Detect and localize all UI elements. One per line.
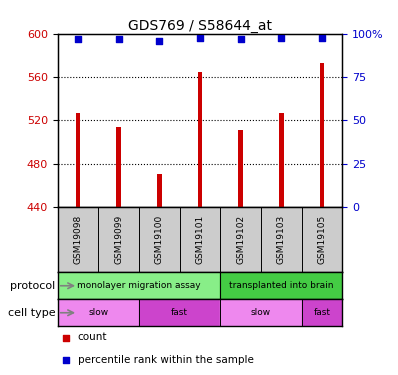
Point bbox=[238, 36, 244, 42]
Bar bbox=[116, 127, 121, 207]
Text: count: count bbox=[78, 333, 107, 342]
Text: GSM19102: GSM19102 bbox=[236, 215, 245, 264]
Bar bbox=[58, 272, 220, 299]
Text: GSM19099: GSM19099 bbox=[114, 215, 123, 264]
Point bbox=[156, 38, 162, 44]
Text: slow: slow bbox=[251, 308, 271, 317]
Text: fast: fast bbox=[171, 308, 188, 317]
Point bbox=[63, 334, 69, 340]
Bar bbox=[220, 299, 302, 326]
Title: GDS769 / S58644_at: GDS769 / S58644_at bbox=[128, 19, 272, 33]
Point bbox=[197, 34, 203, 40]
Text: slow: slow bbox=[88, 308, 108, 317]
Bar bbox=[76, 113, 80, 207]
Point bbox=[63, 357, 69, 363]
Point bbox=[115, 36, 122, 42]
Text: monolayer migration assay: monolayer migration assay bbox=[77, 281, 201, 290]
Bar bbox=[197, 72, 203, 207]
Text: cell type: cell type bbox=[8, 308, 56, 318]
Text: GSM19098: GSM19098 bbox=[74, 215, 82, 264]
Point bbox=[278, 34, 285, 40]
Bar bbox=[238, 130, 243, 207]
Point bbox=[319, 34, 325, 40]
Bar bbox=[320, 63, 324, 207]
Bar bbox=[220, 272, 342, 299]
Bar bbox=[279, 113, 284, 207]
Point bbox=[75, 36, 81, 42]
Bar bbox=[139, 299, 220, 326]
Bar bbox=[157, 174, 162, 207]
Text: protocol: protocol bbox=[10, 281, 56, 291]
Bar bbox=[302, 299, 342, 326]
Text: GSM19105: GSM19105 bbox=[318, 215, 326, 264]
Bar bbox=[58, 299, 139, 326]
Text: GSM19103: GSM19103 bbox=[277, 215, 286, 264]
Text: GSM19101: GSM19101 bbox=[195, 215, 205, 264]
Text: percentile rank within the sample: percentile rank within the sample bbox=[78, 355, 254, 365]
Text: GSM19100: GSM19100 bbox=[155, 215, 164, 264]
Text: transplanted into brain: transplanted into brain bbox=[229, 281, 334, 290]
Text: fast: fast bbox=[314, 308, 330, 317]
